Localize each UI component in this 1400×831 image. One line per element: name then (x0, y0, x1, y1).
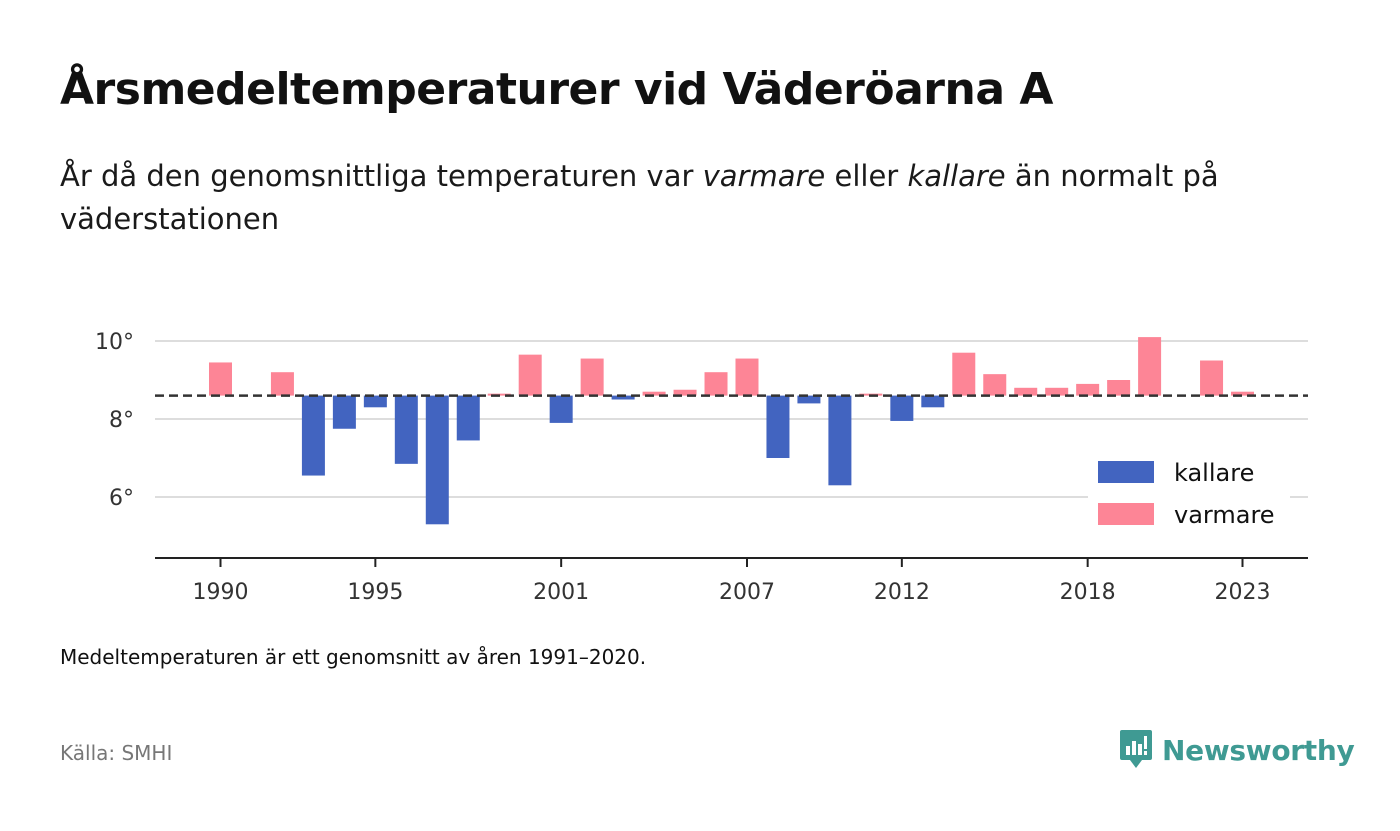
subtitle-text-2: eller (825, 159, 908, 193)
y-axis-ticks: 10° 8° 6° (95, 330, 134, 511)
source-label: Källa: SMHI (60, 741, 173, 765)
bar-warm (1076, 383, 1100, 396)
x-tick-label: 2012 (874, 580, 930, 605)
x-tick-label: 2001 (533, 580, 589, 605)
legend-label-cold: kallare (1174, 459, 1254, 487)
x-tick-label: 2007 (719, 580, 775, 605)
subtitle-text-3: än normalt på väderstationen (60, 159, 1219, 236)
bar-warm (1014, 387, 1038, 396)
chart-title: Årsmedeltemperaturer vid Väderöarna A (60, 64, 1053, 115)
bars (209, 337, 1255, 525)
bar-warm (1200, 360, 1224, 396)
bar-warm (673, 389, 697, 396)
bar-cold (611, 395, 635, 400)
brand-logo[interactable]: Newsworthy (1118, 728, 1355, 772)
y-tick-label: 6° (109, 486, 134, 511)
bar-cold (549, 395, 573, 423)
temperature-bar-chart: 10° 8° 6° 1990 1995 2001 2007 2012 2018 2023 kal… (95, 330, 1308, 605)
legend-label-warm: varmare (1174, 501, 1275, 529)
bar-cold (301, 395, 325, 476)
bar-warm (1107, 380, 1131, 396)
legend-swatch-warm (1098, 503, 1154, 525)
bar-cold (332, 395, 356, 429)
x-tick-label: 2018 (1060, 580, 1116, 605)
subtitle-text-1: År då den genomsnittliga temperaturen va… (60, 159, 703, 193)
bar-cold (766, 395, 790, 458)
subtitle-warm-word: varmare (702, 159, 826, 193)
legend-swatch-cold (1098, 461, 1154, 483)
chart-subtitle: År då den genomsnittliga temperaturen va… (60, 155, 1320, 241)
bar-cold (890, 395, 914, 421)
x-tick-label: 1990 (193, 580, 249, 605)
legend: kallare varmare (1088, 451, 1290, 541)
bar-warm (1138, 337, 1162, 396)
bar-warm (580, 358, 604, 396)
bar-cold (921, 395, 945, 408)
bar-warm (1231, 391, 1255, 396)
bar-warm (518, 354, 542, 396)
y-tick-label: 8° (109, 408, 134, 433)
bar-warm (704, 372, 728, 396)
bar-cold (797, 395, 821, 404)
brand-name: Newsworthy (1162, 733, 1355, 767)
x-tick-label: 1995 (347, 580, 403, 605)
footnote: Medeltemperaturen är ett genomsnitt av å… (60, 645, 647, 669)
newsworthy-logo-icon (1120, 730, 1152, 768)
bar-cold (363, 395, 387, 408)
bar-cold (394, 395, 418, 464)
subtitle-cold-word: kallare (907, 159, 1006, 193)
bar-warm (270, 372, 294, 396)
bar-warm (642, 391, 666, 396)
bar-warm (735, 358, 759, 396)
x-tick-label: 2023 (1215, 580, 1271, 605)
bar-warm (1045, 387, 1069, 396)
bar-cold (828, 395, 852, 486)
y-tick-label: 10° (95, 330, 134, 355)
bar-warm (952, 352, 976, 396)
bar-cold (456, 395, 480, 441)
x-axis-ticks: 1990 1995 2001 2007 2012 2018 2023 (193, 558, 1271, 605)
bar-warm (983, 374, 1007, 396)
bar-warm (209, 362, 232, 396)
bar-cold (425, 395, 449, 525)
